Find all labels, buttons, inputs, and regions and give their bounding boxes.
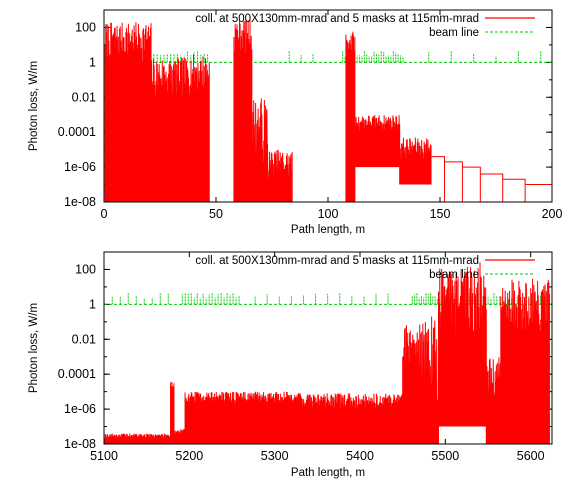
photon-loss-spikes [345,31,356,202]
y-tick-label: 1e-06 [64,402,96,416]
x-tick-label: 5100 [90,449,118,463]
top-legend-green-label: beam line [429,27,479,39]
y-tick-label: 1 [89,55,96,69]
bottom-legend: coll. at 500X130mm-mrad and 5 masks at 1… [195,255,535,281]
photon-loss-spikes [184,391,242,444]
photon-loss-spikes [399,137,432,185]
photon-loss-spikes [354,115,401,168]
photon-loss-spikes [485,357,502,444]
photon-loss-spikes [438,262,487,427]
top-plot-tick-labels: 0 50 100 150 200 1e-08 1e-06 0.0001 0.01 1 100 [58,20,563,221]
photon-loss-spikes [104,22,152,202]
photon-loss-spikes [402,324,421,444]
bottom-plot-frame [103,251,553,445]
photon-loss-spikes [251,98,269,202]
y-tick-label: 0.0001 [58,125,96,139]
photon-loss-spikes [173,429,186,444]
y-tick-label: 100 [75,20,96,34]
top-legend-red-label: coll. at 500X130mm-mrad and 5 masks at 1… [195,13,479,25]
x-tick-label: 100 [318,207,339,221]
bottom-y-axis-label: Photon loss, W/m [28,303,40,393]
y-tick-label: 1 [89,297,96,311]
photon-loss-spikes [233,19,253,202]
photon-loss-spikes [150,57,190,202]
x-tick-label: 0 [101,207,108,221]
y-tick-label: 1e-06 [64,160,96,174]
x-tick-label: 5300 [261,449,289,463]
x-tick-label: 150 [430,207,451,221]
photon-loss-spikes [419,316,440,444]
photon-loss-spikes [500,278,550,444]
x-tick-label: 5400 [346,449,374,463]
top-legend: coll. at 500X130mm-mrad and 5 masks at 1… [195,13,535,39]
bottom-plot-tick-labels: 5100 5200 5300 5400 5500 5600 1e-08 1e-06 0.0001… [58,262,545,463]
x-tick-label: 5600 [517,449,545,463]
y-tick-label: 1e-08 [64,195,96,209]
bottom-plot: 5100 5200 5300 5400 5500 5600 1e-08 1e-06 0.0001… [28,251,553,479]
x-tick-label: 5500 [431,449,459,463]
top-y-axis-label: Photon loss, W/m [28,61,40,151]
x-tick-label: 50 [209,207,223,221]
photon-loss-spikes [104,433,172,444]
photon-loss-spikes [299,393,404,444]
photon-loss-spikes [240,391,301,444]
bottom-photon-loss-series [104,262,550,444]
photon-loss-spikes [170,381,175,444]
x-tick-label: 5200 [175,449,203,463]
bottom-legend-red-label: coll. at 500X130mm-mrad and 5 masks at 1… [195,255,479,267]
top-x-axis-label: Path length, m [291,224,365,236]
bottom-x-axis-label: Path length, m [291,467,365,479]
x-tick-label: 200 [542,207,563,221]
photon-loss-steps [431,156,552,202]
top-plot-frame [103,9,553,203]
y-tick-label: 100 [75,262,96,276]
photon-loss-spikes [267,150,293,202]
top-beam-line [104,50,552,63]
bottom-legend-green-label: beam line [429,269,479,281]
y-tick-label: 0.01 [72,332,96,346]
top-photon-loss-series [104,19,552,202]
y-tick-label: 0.0001 [58,367,96,381]
y-tick-label: 0.01 [72,90,96,104]
photon-loss-spikes [188,54,210,202]
y-tick-label: 1e-08 [64,437,96,451]
top-plot: 0 50 100 150 200 1e-08 1e-06 0.0001 0.01 1 100 col… [28,9,563,236]
